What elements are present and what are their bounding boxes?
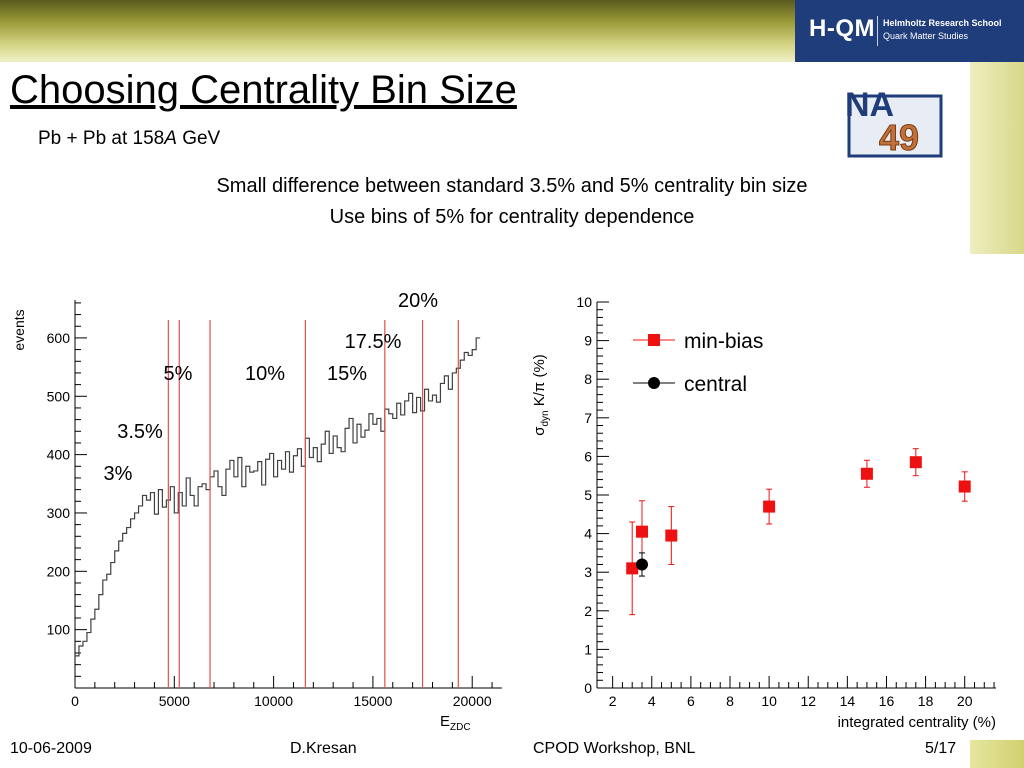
legend-marker — [648, 334, 660, 346]
scatter-x-tick-label: 12 — [800, 693, 816, 709]
min-bias-point — [626, 562, 639, 575]
hist-x-tick-label: 20000 — [453, 693, 492, 709]
scatter-y-tick-label: 3 — [584, 564, 592, 580]
scatter-y-tick-label: 2 — [584, 603, 592, 619]
summary-line-1: Small difference between standard 3.5% a… — [216, 175, 808, 197]
hist-y-tick-label: 200 — [47, 563, 71, 579]
scatter-x-axis-label: integrated centrality (%) — [838, 714, 996, 731]
hist-y-tick-label: 600 — [47, 330, 71, 346]
footer-page-number: 5/17 — [925, 740, 957, 757]
scatter-x-tick-label: 16 — [879, 693, 895, 709]
subtitle-prefix: Pb + Pb at 158 — [38, 128, 165, 149]
hist-step-line — [75, 337, 481, 657]
hist-y-axis-label: events — [11, 309, 27, 350]
scatter-y-tick-label: 5 — [584, 487, 592, 503]
hist-y-tick-label: 300 — [47, 505, 71, 521]
hist-x-axis-label: EZDC — [440, 713, 471, 733]
scatter-y-tick-label: 10 — [576, 294, 592, 310]
slide-title: Choosing Centrality Bin Size — [10, 68, 517, 112]
bin-label-bg — [385, 287, 451, 313]
hist-y-tick-label: 100 — [47, 622, 71, 638]
na49-logo-49: 49 — [879, 117, 919, 158]
bin-edge-label: 20% — [398, 290, 438, 312]
scatter-x-tick-label: 14 — [840, 693, 856, 709]
hist-y-tick-label: 400 — [47, 447, 71, 463]
side-decoration-bottom — [970, 740, 1024, 768]
na49-logo-na: NA — [845, 86, 894, 124]
hist-x-tick-label: 10000 — [254, 693, 293, 709]
subtitle-italic: A — [164, 128, 177, 149]
hqm-logo-divider — [877, 16, 878, 46]
min-bias-point — [665, 529, 678, 542]
scatter-x-tick-label: 8 — [726, 693, 734, 709]
hqm-logo: H-QM Helmholtz Research School Quark Mat… — [795, 0, 1024, 62]
scatter-y-tick-label: 8 — [584, 371, 592, 387]
min-bias-point — [958, 480, 971, 493]
scatter-x-tick-label: 18 — [918, 693, 934, 709]
min-bias-point — [909, 456, 922, 469]
min-bias-point — [763, 500, 776, 513]
na49-logo: NA 49 — [845, 86, 943, 159]
side-decoration-top — [970, 62, 1024, 254]
scatter-y-tick-label: 6 — [584, 448, 592, 464]
hist-y-tick-label: 500 — [47, 388, 71, 404]
hqm-logo-line1: Helmholtz Research School — [883, 18, 1002, 28]
na49-logo-frame — [847, 94, 943, 158]
hqm-logo-main: H-QM — [809, 15, 875, 42]
scatter-y-tick-label: 7 — [584, 410, 592, 426]
hist-x-tick-label: 0 — [71, 693, 79, 709]
scatter-x-tick-label: 10 — [761, 693, 777, 709]
bin-edge-label: 5% — [164, 363, 193, 385]
footer-date: 10-06-2009 — [10, 740, 92, 757]
scatter-y-tick-label: 4 — [584, 526, 592, 542]
summary-line-2: Use bins of 5% for centrality dependence — [329, 206, 695, 228]
scatter-x-tick-label: 2 — [609, 693, 617, 709]
slide-subtitle: Pb + Pb at 158A GeV — [38, 128, 220, 150]
subtitle-suffix: GeV — [176, 128, 221, 149]
scatter-y-tick-label: 0 — [584, 680, 592, 696]
min-bias-point — [635, 525, 648, 538]
scatter-x-tick-label: 6 — [687, 693, 695, 709]
scatter-y-tick-label: 1 — [584, 641, 592, 657]
bin-edge-label: 3.5% — [117, 421, 163, 443]
bin-edge-label: 15% — [327, 363, 367, 385]
scatter-y-axis-label: σdyn K/π (%) — [531, 354, 551, 436]
scatter-x-tick-label: 20 — [957, 693, 973, 709]
legend-label: central — [684, 373, 747, 396]
min-bias-point — [860, 467, 873, 480]
scatter-x-tick-label: 4 — [648, 693, 656, 709]
hqm-logo-line2: Quark Matter Studies — [883, 31, 969, 41]
legend-marker — [648, 377, 660, 389]
hist-x-tick-label: 5000 — [159, 693, 190, 709]
central-point — [635, 558, 648, 571]
bin-edge-label: 3% — [104, 463, 133, 485]
bin-edge-label: 17.5% — [345, 331, 402, 353]
scatter-y-tick-label: 9 — [584, 333, 592, 349]
footer-author: D.Kresan — [290, 740, 357, 757]
hist-x-tick-label: 15000 — [353, 693, 392, 709]
footer-event: CPOD Workshop, BNL — [533, 740, 696, 757]
legend-label: min-bias — [684, 330, 763, 353]
bin-edge-label: 10% — [245, 363, 285, 385]
